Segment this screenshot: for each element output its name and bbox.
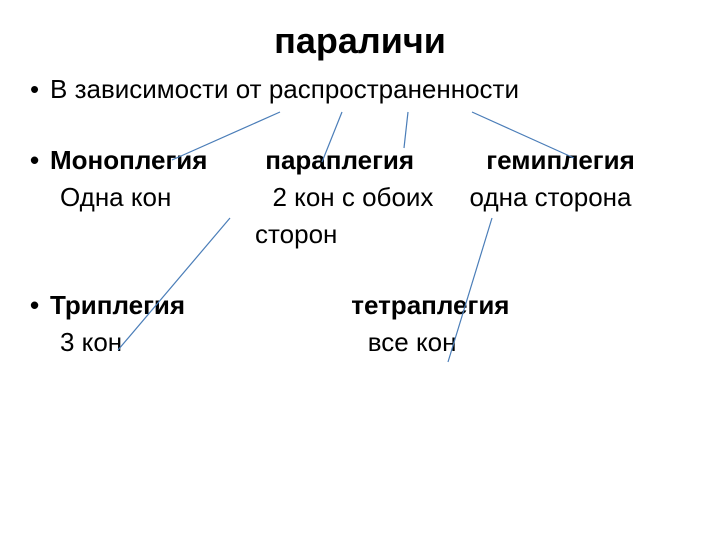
bullet-dot: • [30,288,50,323]
bullet-dot: • [30,143,50,178]
bullet-dependency-text: В зависимости от распространенности [50,72,690,107]
slide-title: параличи [30,20,690,62]
row1-text: Моноплегия параплегия гемиплегия [50,143,690,178]
bullet-dependency: • В зависимости от распространенности [30,72,690,107]
row2-text: Триплегия тетраплегия [50,288,690,323]
spacer [30,109,690,143]
spacer [30,254,690,288]
bullet-dot: • [30,72,50,107]
row1-desc-b: сторон [30,217,690,252]
row2-desc: 3 кон все кон [30,325,690,360]
row1-desc-a: Одна кон 2 кон с обоих одна сторона [30,180,690,215]
bullet-row2: • Триплегия тетраплегия [30,288,690,323]
bullet-row1: • Моноплегия параплегия гемиплегия [30,143,690,178]
